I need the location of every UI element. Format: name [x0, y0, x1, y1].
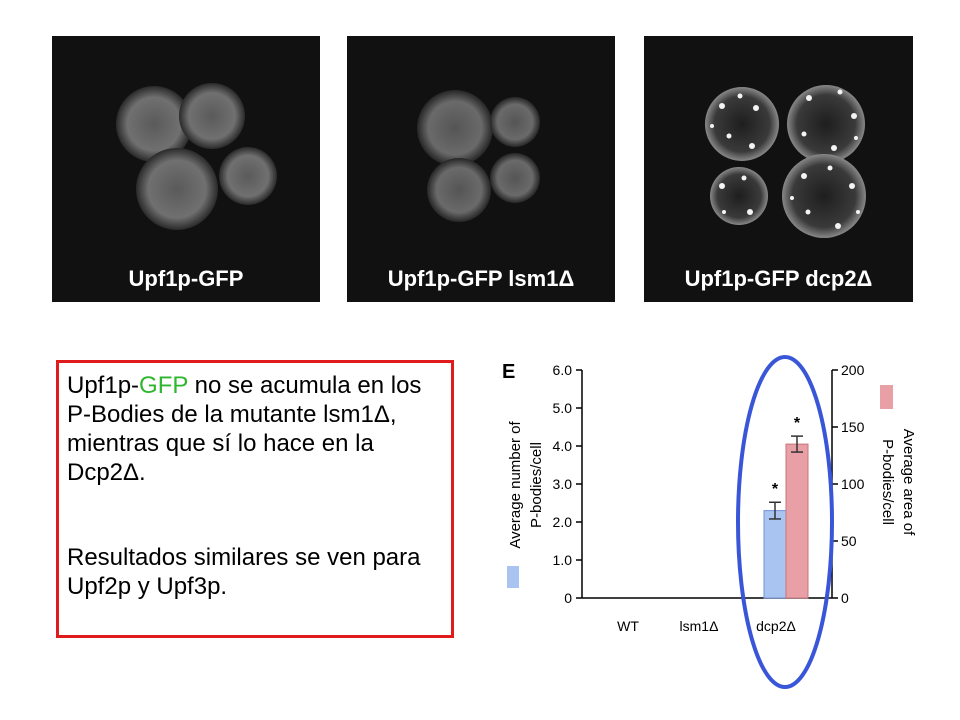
panel-label: Upf1p-GFP	[128, 266, 244, 291]
left-tick-label: 2.0	[553, 514, 573, 530]
cells-image	[417, 90, 540, 222]
panel-letter: E	[502, 361, 515, 383]
category-label: WT	[617, 618, 639, 634]
right-tick-label: 150	[841, 419, 865, 435]
left-axis-title-line2: P-bodies/cell	[528, 442, 545, 528]
micrograph-dcp2: Upf1p-GFP dcp2Δ	[644, 36, 913, 302]
gfp-highlight: GFP	[139, 372, 188, 399]
left-tick-label: 0	[564, 590, 572, 606]
significance-star: *	[772, 481, 779, 498]
left-axis-title-line1: Average number of	[507, 421, 524, 549]
chart-bars	[763, 435, 809, 599]
chart-labels: 0 1.0 2.0 3.0 4.0 5.0 6.0 0 50 100 150 200 WT lsm1Δ dc…	[507, 362, 917, 634]
left-series-swatch	[507, 566, 519, 588]
caption-paragraph-1: Upf1p-GFP no se acumula en los P-Bodies …	[67, 372, 422, 486]
right-axis-title-line2: P-bodies/cell	[879, 439, 896, 525]
cells-image	[116, 83, 277, 230]
right-tick-label: 0	[841, 590, 849, 606]
caption-box: Upf1p-GFP no se acumula en los P-Bodies …	[56, 360, 454, 638]
significance-star: *	[794, 415, 801, 432]
highlight-ellipse	[736, 355, 834, 689]
micrograph-wt: Upf1p-GFP	[52, 36, 320, 302]
cells-image	[705, 85, 866, 238]
micrograph-lsm1: Upf1p-GFP lsm1Δ	[347, 36, 615, 302]
panel-label: Upf1p-GFP lsm1Δ	[387, 266, 575, 291]
left-tick-label: 3.0	[553, 476, 573, 492]
bar	[763, 510, 787, 599]
right-tick-label: 100	[841, 476, 865, 492]
panel-label: Upf1p-GFP dcp2Δ	[684, 266, 873, 291]
category-label: dcp2Δ	[756, 618, 796, 634]
caption-paragraph-2: Resultados similares se ven para Upf2p y…	[67, 544, 421, 600]
left-tick-label: 5.0	[553, 400, 573, 416]
left-tick-label: 1.0	[553, 552, 573, 568]
right-tick-label: 200	[841, 362, 865, 378]
right-tick-label: 50	[841, 533, 857, 549]
bar	[785, 443, 809, 599]
category-label: lsm1Δ	[680, 618, 719, 634]
right-axis-title-line1: Average area of	[900, 429, 917, 536]
left-tick-label: 4.0	[553, 438, 573, 454]
right-series-swatch	[880, 385, 893, 409]
left-tick-label: 6.0	[553, 362, 573, 378]
